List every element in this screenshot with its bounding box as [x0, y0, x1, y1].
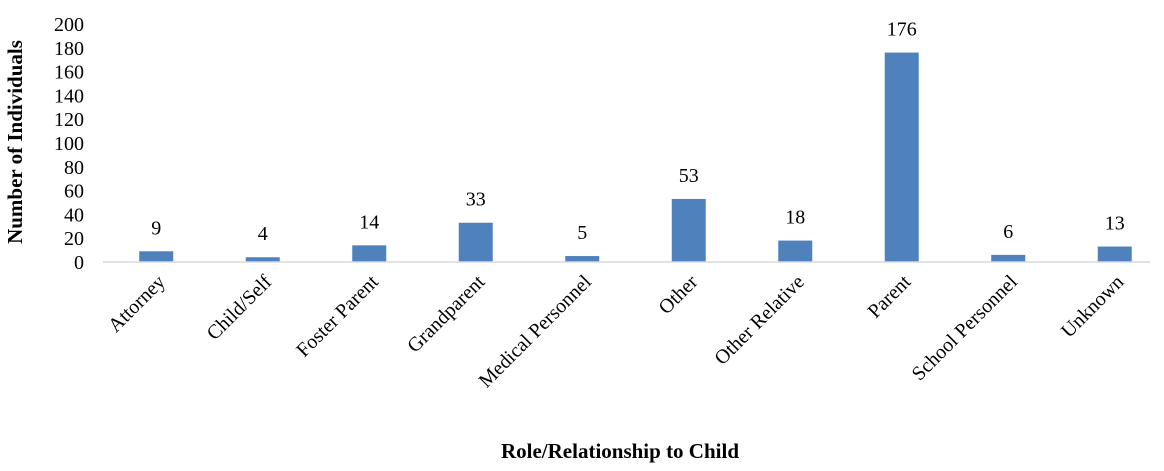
x-category-label: Medical Personnel — [475, 271, 597, 393]
data-label: 5 — [577, 222, 587, 244]
y-tick-label: 0 — [74, 252, 84, 274]
y-tick-label: 160 — [54, 62, 84, 84]
y-tick-label: 20 — [64, 228, 84, 250]
y-tick-label: 180 — [54, 38, 84, 60]
data-labels: 9 4 14 33 5 53 18 176 6 13 — [151, 19, 1125, 246]
x-category-label: School Personnel — [908, 271, 1022, 385]
x-category-label: Attorney — [104, 271, 170, 337]
bar — [778, 240, 813, 262]
bar — [565, 256, 600, 262]
x-category-label: Other Relative — [710, 271, 809, 370]
x-category-label: Child/Self — [203, 271, 277, 345]
x-axis-title: Role/Relationship to Child — [501, 439, 739, 463]
data-label: 4 — [258, 223, 268, 245]
x-category-label: Unknown — [1057, 271, 1128, 342]
x-category-label: Grandparent — [403, 271, 490, 358]
y-tick-label: 140 — [54, 85, 84, 107]
bar — [1097, 246, 1132, 262]
bar — [245, 257, 280, 262]
data-label: 13 — [1105, 213, 1125, 235]
x-axis-category-labels: Attorney Child/Self Foster Parent Grandpare… — [104, 271, 1128, 393]
y-tick-label: 100 — [54, 133, 84, 155]
bar — [139, 251, 174, 262]
data-label: 176 — [887, 19, 917, 41]
data-label: 9 — [151, 217, 161, 239]
data-label: 6 — [1003, 221, 1013, 243]
bar — [671, 198, 706, 262]
y-tick-label: 40 — [64, 204, 84, 226]
y-axis-title: Number of Individuals — [3, 40, 27, 244]
data-label: 18 — [785, 207, 805, 229]
y-tick-label: 120 — [54, 109, 84, 131]
data-label: 14 — [359, 211, 379, 233]
x-category-label: Parent — [864, 271, 916, 323]
bar — [458, 222, 493, 262]
y-tick-label: 200 — [54, 14, 84, 36]
y-tick-label: 80 — [64, 157, 84, 179]
x-category-label: Foster Parent — [292, 271, 383, 362]
y-tick-label: 60 — [64, 181, 84, 203]
bar — [884, 52, 919, 263]
x-category-label: Other — [655, 271, 703, 319]
bar — [991, 254, 1026, 262]
data-label: 53 — [679, 165, 699, 187]
bars — [139, 52, 1132, 263]
bar — [352, 245, 387, 262]
data-label: 33 — [466, 189, 486, 211]
